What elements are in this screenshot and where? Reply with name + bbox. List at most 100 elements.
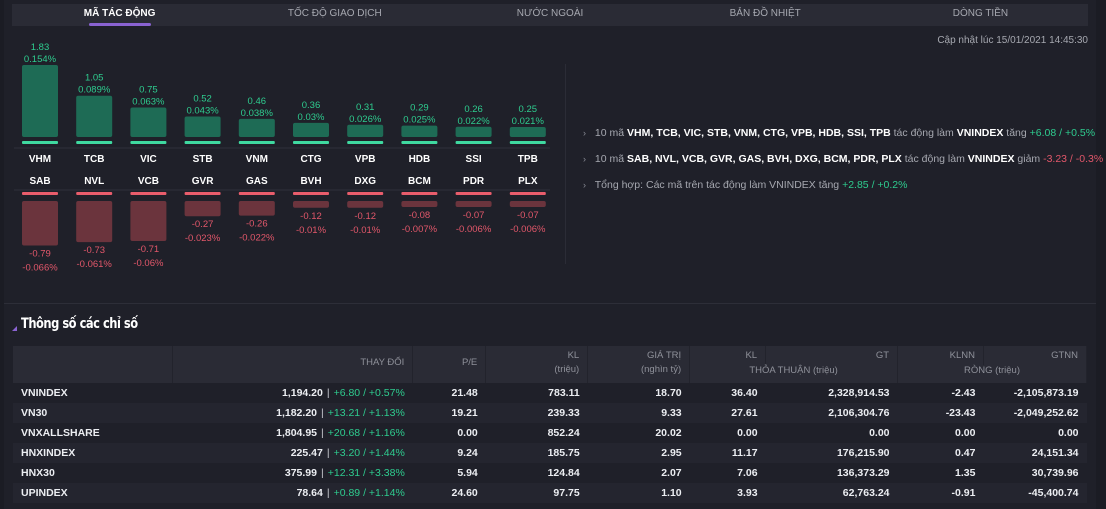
data-label-pct: 0.022% [457, 116, 490, 127]
table-row[interactable]: VNINDEX 1,194.20 | +6.80 / +0.57% 21.48 783.1… [13, 383, 1087, 403]
put-through-value: 136,373.29 [765, 463, 898, 483]
table-row[interactable]: VNXALLSHARE 1,804.95 | +20.68 / +1.16% 0.00 8… [13, 423, 1087, 443]
header-foreign-value[interactable]: GTNN [983, 346, 1088, 365]
summary-verb: giảm [1017, 153, 1041, 165]
index-price: 1,182.20 [276, 407, 317, 419]
tick-label: PLX [518, 176, 538, 187]
chart-divider [565, 64, 566, 264]
header-name [13, 346, 174, 383]
index-pe: 9.24 [412, 443, 486, 463]
bar-negative [22, 201, 58, 246]
bar-positive [293, 122, 329, 137]
data-label-pct: 0.043% [186, 106, 219, 117]
data-label-pct: -0.01% [350, 225, 381, 236]
table-row[interactable]: HNX30 375.99 | +12.31 / +3.38% 5.94 124.84 2.0… [13, 463, 1087, 483]
right-scrollbar-track[interactable] [1096, 0, 1106, 509]
chevron-right-icon: › [583, 180, 586, 190]
foreign-net-value: -2,105,873.19 [983, 383, 1087, 403]
tab-nuoc-ngoai[interactable]: NƯỚC NGOÀI [516, 8, 584, 19]
bar-cap-positive [130, 141, 167, 144]
tick-label: VIC [140, 154, 157, 165]
separator: | [321, 427, 324, 439]
summary-middle: tác động làm [904, 153, 965, 165]
index-price-change: 1,194.20 | +6.80 / +0.57% [172, 383, 413, 403]
index-pe: 19.21 [412, 403, 486, 423]
bar-positive [184, 116, 221, 137]
summary-change: +6.08 / +0.5% [1029, 127, 1096, 139]
bar-positive [238, 118, 275, 137]
tick-label: PDR [463, 176, 485, 187]
data-label-pct: -0.022% [239, 233, 275, 244]
header-pe[interactable]: P/E [412, 346, 487, 383]
tick-label: SSI [466, 154, 482, 165]
header-foreign-volume[interactable]: KLNN [897, 346, 984, 365]
put-through-volume: 3.93 [689, 483, 766, 503]
index-name[interactable]: UPINDEX [13, 483, 173, 503]
index-volume: 852.24 [485, 423, 588, 443]
header-volume[interactable]: KL (triệu) [485, 346, 589, 383]
index-pe: 24.60 [412, 483, 486, 503]
bar-cap-positive [455, 141, 492, 144]
index-name[interactable]: HNXINDEX [13, 443, 173, 463]
put-through-value: 176,215.90 [765, 443, 898, 463]
header-put-through-group: THỎA THUẬN (triệu) [689, 365, 899, 383]
bar-cap-positive [401, 141, 438, 144]
data-label-value: 1.83 [31, 42, 50, 53]
foreign-net-volume: -0.91 [897, 483, 984, 503]
index-price-change: 225.47 | +3.20 / +1.44% [172, 443, 413, 463]
data-label-pct: 0.154% [24, 54, 57, 65]
bar-positive [401, 125, 438, 137]
header-put-through-value[interactable]: GT [765, 346, 899, 365]
index-price: 1,194.20 [281, 387, 323, 399]
chevron-right-icon: › [583, 154, 586, 164]
index-change: +3.20 / +1.44% [333, 447, 405, 459]
tab-toc-do-giao-dich[interactable]: TỐC ĐỘ GIAO DỊCH [287, 8, 382, 19]
bar-cap-positive [76, 141, 113, 144]
bar-positive [22, 65, 58, 137]
foreign-net-volume: 1.35 [897, 463, 984, 483]
separator: | [326, 447, 330, 459]
triangle-marker-icon [12, 326, 17, 331]
bar-negative [509, 201, 546, 207]
tab-ma-tac-dong[interactable]: MÃ TÁC ĐỘNG [12, 4, 227, 26]
index-pe: 5.94 [412, 463, 486, 483]
tab-dong-tien[interactable]: DÒNG TIỀN [952, 8, 1009, 19]
data-label-value: 0.31 [356, 102, 375, 113]
table-row[interactable]: HNXINDEX 225.47 | +3.20 / +1.44% 9.24 185.75 2… [13, 443, 1087, 463]
bar-negative [238, 201, 275, 216]
header-value[interactable]: GIÁ TRỊ (nghìn tỷ) [587, 346, 691, 383]
index-change: +0.89 / +1.14% [333, 487, 405, 499]
bar-cap-negative [347, 192, 384, 195]
index-volume: 239.33 [485, 403, 588, 423]
bar-positive [76, 95, 113, 137]
table-row[interactable]: VN30 1,182.20 | +13.21 / +1.13% 19.21 239.33 9… [13, 403, 1087, 423]
summary-codes: SAB, NVL, VCB, GVR, GAS, BVH, DXG, BCM, … [627, 153, 902, 165]
data-label-pct: -0.066% [22, 262, 58, 273]
impact-bar-chart: 1.830.154% VHM 1.050.089% TCB 0.750.063% VIC 0… [14, 42, 550, 273]
data-label-pct: -0.006% [510, 224, 546, 235]
summary-middle: tác động làm [893, 127, 954, 139]
index-price: 225.47 [290, 447, 323, 459]
table-row[interactable]: UPINDEX 78.64 | +0.89 / +1.14% 24.60 97.75 1.1… [13, 483, 1087, 503]
index-name[interactable]: HNX30 [13, 463, 173, 483]
data-label-value: -0.07 [463, 210, 485, 221]
index-value: 9.33 [587, 403, 690, 423]
index-price: 78.64 [296, 487, 323, 499]
tick-label: DXG [354, 176, 376, 187]
header-put-through-volume[interactable]: KL [689, 346, 767, 365]
tick-label: SAB [29, 176, 50, 187]
data-label-value: 1.05 [85, 73, 104, 84]
data-label-pct: 0.03% [298, 112, 325, 123]
data-label-pct: -0.06% [133, 258, 164, 269]
header-value-unit: (nghìn tỷ) [640, 364, 682, 375]
header-change[interactable]: THAY ĐỔI [172, 346, 414, 383]
header-volume-label: KL [567, 350, 580, 361]
index-volume: 783.11 [485, 383, 588, 403]
put-through-volume: 11.17 [689, 443, 766, 463]
index-name[interactable]: VNINDEX [13, 383, 173, 403]
left-gutter [0, 0, 4, 509]
index-name[interactable]: VNXALLSHARE [13, 423, 173, 443]
index-name[interactable]: VN30 [13, 403, 173, 423]
tab-ban-do-nhiet[interactable]: BẢN ĐỒ NHIỆT [729, 8, 801, 19]
put-through-value: 62,763.24 [765, 483, 898, 503]
